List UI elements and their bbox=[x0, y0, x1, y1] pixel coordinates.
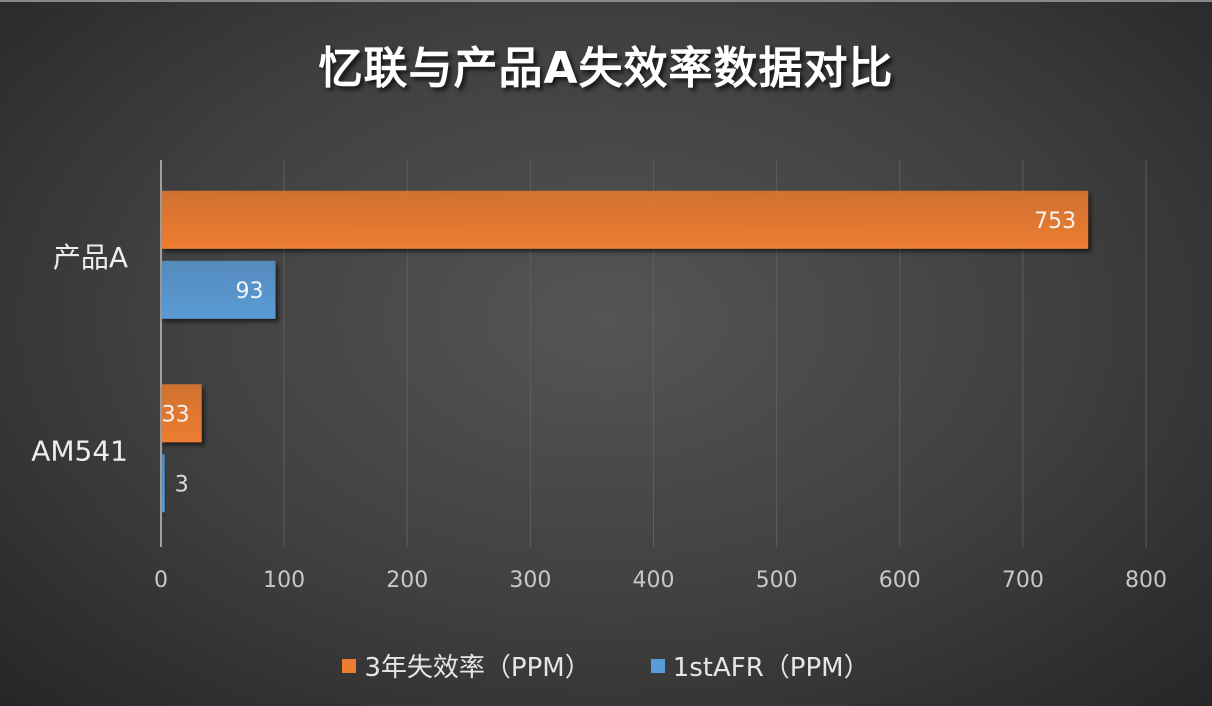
x-tick-label: 100 bbox=[263, 568, 305, 593]
x-tick-label: 600 bbox=[879, 568, 921, 593]
data-label: 3 bbox=[175, 472, 189, 497]
legend: 3年失效率（PPM） 1stAFR（PPM） bbox=[0, 647, 1212, 684]
legend-label: 3年失效率（PPM） bbox=[364, 653, 591, 683]
x-tick-label: 200 bbox=[386, 568, 428, 593]
data-label: 33 bbox=[162, 402, 190, 427]
x-tick-label: 800 bbox=[1125, 568, 1167, 593]
data-label: 93 bbox=[236, 279, 264, 304]
legend-swatch bbox=[342, 658, 357, 673]
x-tick-label: 400 bbox=[633, 568, 675, 593]
legend-label: 1stAFR（PPM） bbox=[672, 653, 870, 683]
chart-title: 忆联与产品A失效率数据对比 bbox=[318, 43, 894, 94]
x-tick-label: 700 bbox=[1002, 568, 1044, 593]
bar-1-0 bbox=[161, 260, 276, 319]
x-tick-label: 500 bbox=[756, 568, 798, 593]
legend-item-series-1: 1stAFR（PPM） bbox=[650, 647, 870, 684]
legend-swatch bbox=[650, 658, 665, 673]
bar-0-1 bbox=[161, 384, 202, 443]
category-label: AM541 bbox=[31, 434, 128, 467]
x-tick-label: 0 bbox=[154, 568, 168, 593]
legend-item-series-0: 3年失效率（PPM） bbox=[342, 647, 591, 684]
bar-1-1 bbox=[161, 454, 165, 513]
data-label: 753 bbox=[1034, 209, 1076, 234]
x-tick-label: 300 bbox=[509, 568, 551, 593]
category-label: 产品A bbox=[53, 241, 128, 274]
bar-0-0 bbox=[161, 190, 1089, 249]
